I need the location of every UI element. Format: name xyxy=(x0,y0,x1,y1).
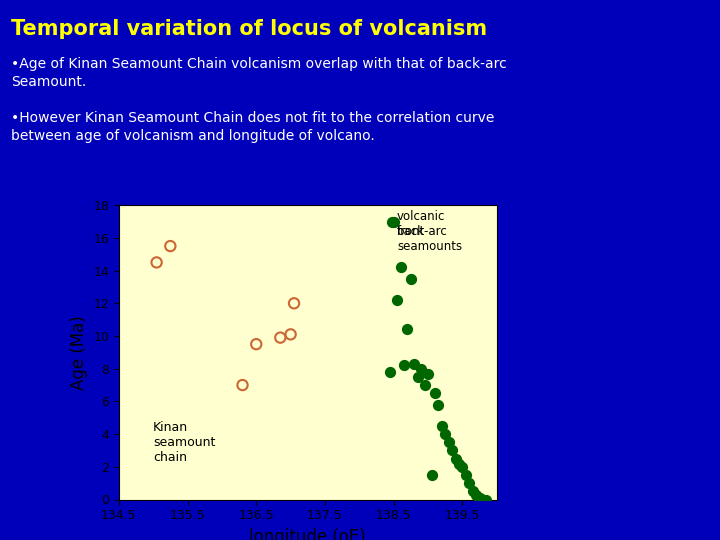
Point xyxy=(460,471,472,480)
Point xyxy=(474,494,485,502)
Point xyxy=(426,471,437,480)
Point xyxy=(436,422,448,430)
Point xyxy=(402,325,413,334)
Text: back-arc
seamounts: back-arc seamounts xyxy=(397,225,462,253)
Point xyxy=(237,381,248,389)
Point xyxy=(423,369,434,378)
Point xyxy=(453,459,464,468)
Text: volcanic
front: volcanic front xyxy=(397,210,446,238)
Point xyxy=(433,400,444,409)
Point xyxy=(470,490,482,499)
X-axis label: longitude (oE): longitude (oE) xyxy=(249,528,366,540)
Point xyxy=(439,430,451,438)
Point xyxy=(450,454,462,463)
Point xyxy=(384,368,396,376)
Point xyxy=(395,263,406,272)
Point xyxy=(274,333,286,342)
Point xyxy=(405,274,417,283)
Point xyxy=(456,462,468,471)
Point xyxy=(408,360,420,368)
Point xyxy=(251,340,262,348)
Point xyxy=(165,242,176,251)
Point xyxy=(150,258,162,267)
Point xyxy=(398,361,410,370)
Point xyxy=(387,218,398,227)
Point xyxy=(446,446,458,455)
Point xyxy=(412,373,423,381)
Text: Kinan
seamount
chain: Kinan seamount chain xyxy=(153,421,215,464)
Point xyxy=(481,495,492,504)
Text: Temporal variation of locus of volcanism: Temporal variation of locus of volcanism xyxy=(11,19,487,39)
Point xyxy=(388,217,400,226)
Point xyxy=(467,487,479,496)
Point xyxy=(419,381,431,389)
Point xyxy=(415,364,427,373)
Y-axis label: Age (Ma): Age (Ma) xyxy=(70,315,88,390)
Point xyxy=(288,299,300,308)
Point xyxy=(477,495,489,504)
Point xyxy=(443,438,454,447)
Point xyxy=(392,296,403,305)
Point xyxy=(429,389,441,397)
Text: •However Kinan Seamount Chain does not fit to the correlation curve
between age : •However Kinan Seamount Chain does not f… xyxy=(11,111,494,143)
Point xyxy=(285,330,297,339)
Text: •Age of Kinan Seamount Chain volcanism overlap with that of back-arc
Seamount.: •Age of Kinan Seamount Chain volcanism o… xyxy=(11,57,507,89)
Point xyxy=(464,479,475,488)
